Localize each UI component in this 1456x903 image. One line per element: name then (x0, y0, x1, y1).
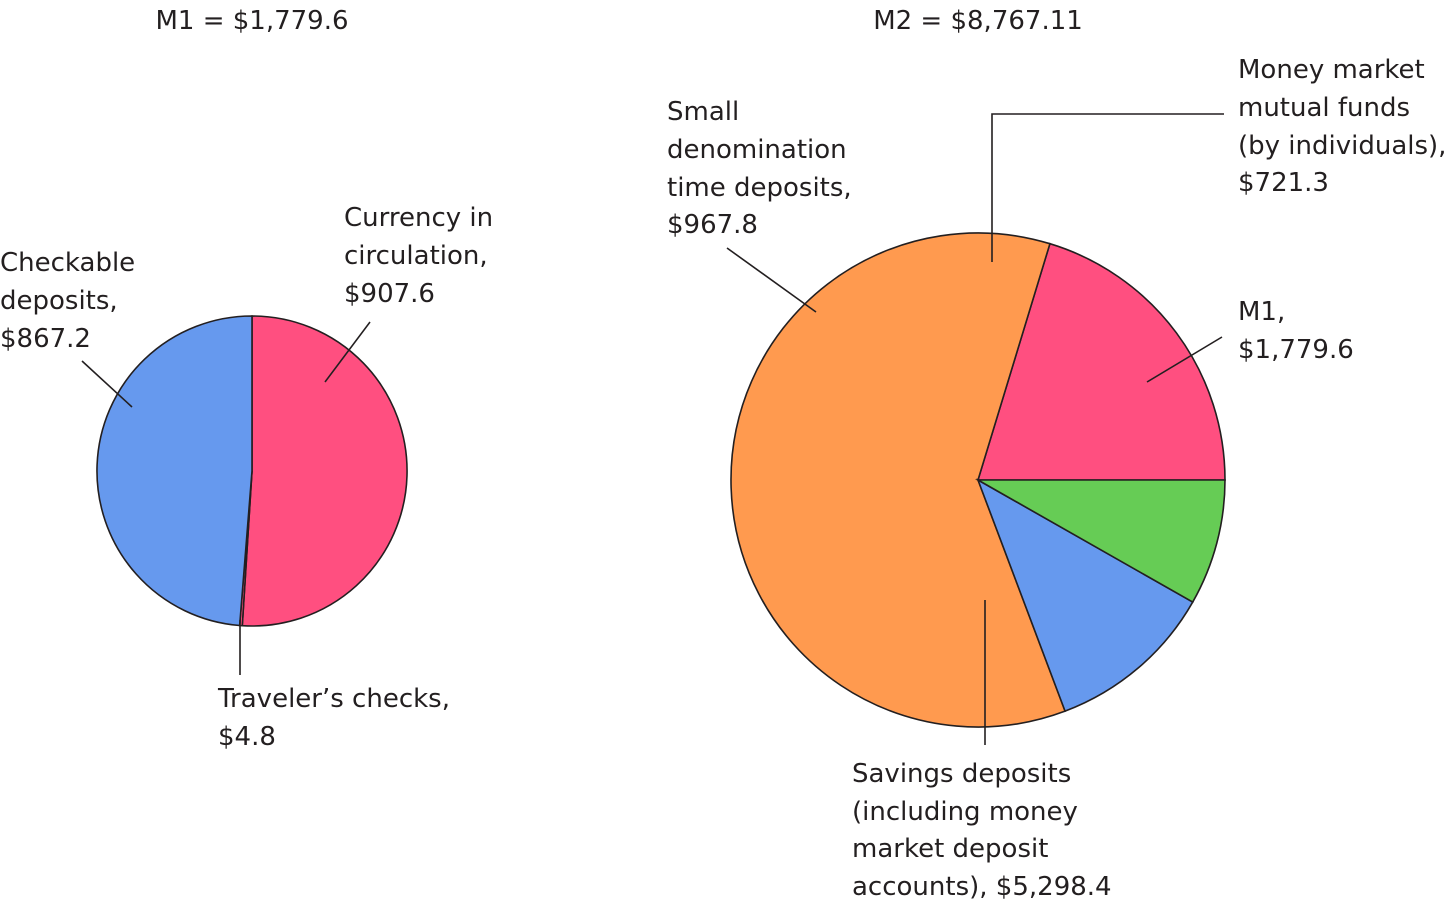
label-line: mutual funds (1238, 93, 1410, 123)
m1-label-currency: Currency in circulation, $907.6 (324, 203, 493, 383)
m2-pie (730, 232, 1226, 728)
label-line: M1, (1238, 297, 1285, 327)
m2-slice-small-denomination-time-deposits (976, 478, 1194, 713)
m2-slice-savings-deposits (730, 232, 1067, 728)
label-line: Traveler’s checks, (217, 684, 450, 714)
label-line: $721.3 (1238, 168, 1329, 198)
m2-label-mmmf: Money market mutual funds (by individual… (991, 55, 1446, 262)
m2-slice-money-market-mutual-funds (974, 479, 1226, 604)
m1-label-checkable: Checkable deposits, $867.2 (0, 248, 135, 408)
label-line: time deposits, (667, 173, 852, 203)
m1-slice-currency-in-circulation (241, 315, 408, 627)
m2-label-small-time: Small denomination time deposits, $967.8 (667, 97, 852, 313)
m2-slice-m1 (976, 242, 1226, 481)
leader-line (324, 321, 371, 383)
label-line: Checkable (0, 248, 135, 278)
m2-chart: M2 = $8,767.11 Money market mutual funds… (667, 6, 1446, 902)
label-line: Savings deposits (852, 759, 1071, 789)
m2-label-m1: M1, $1,779.6 (1146, 297, 1354, 383)
label-line: Currency in (344, 203, 493, 233)
label-line: circulation, (344, 241, 488, 271)
label-line: denomination (667, 135, 847, 165)
label-line: $1,779.6 (1238, 335, 1354, 365)
label-line: $967.8 (667, 210, 758, 240)
m1-slice-checkable-deposits (96, 315, 253, 627)
label-line: (by individuals), (1238, 131, 1446, 161)
label-line: accounts), $5,298.4 (852, 872, 1112, 902)
label-line: deposits, (0, 286, 118, 316)
m2-label-savings: Savings deposits (including money market… (852, 600, 1112, 902)
label-line: market deposit (852, 834, 1048, 864)
m2-chart-title: M2 = $8,767.11 (873, 6, 1083, 36)
label-line: Small (667, 97, 739, 127)
label-line: $4.8 (218, 722, 276, 752)
m1-pie (96, 315, 408, 627)
label-line: $907.6 (344, 279, 435, 309)
label-line: Money market (1238, 55, 1425, 85)
m1-chart: M1 = $1,779.6 Currency in circulation, $… (0, 6, 493, 752)
label-line: $867.2 (0, 324, 91, 354)
leader-line (1146, 336, 1223, 383)
leader-line (726, 247, 817, 313)
leader-line (81, 360, 133, 408)
label-line: (including money (852, 797, 1078, 827)
m1-chart-title: M1 = $1,779.6 (155, 6, 348, 36)
m1-label-travelers: Traveler’s checks, $4.8 (217, 620, 450, 752)
leader-line (991, 113, 1224, 262)
